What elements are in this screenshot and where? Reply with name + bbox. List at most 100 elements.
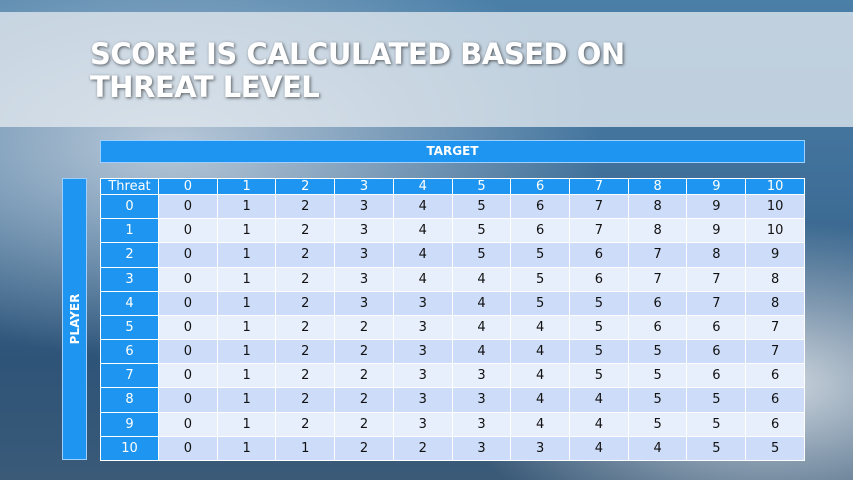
score-cell: 6 [745, 411, 805, 437]
score-cell: 2 [275, 387, 336, 413]
score-cell: 4 [569, 411, 629, 437]
score-cell: 3 [392, 363, 453, 389]
score-cell: 8 [745, 290, 805, 316]
score-cell: 0 [158, 314, 218, 341]
score-cell: 0 [158, 242, 218, 268]
score-cell: 5 [627, 339, 688, 365]
player-axis-bar: PLAYER [62, 178, 87, 460]
row-header: 9 [100, 411, 159, 437]
score-cell: 3 [510, 435, 571, 462]
score-cell: 2 [275, 266, 336, 292]
row-header: 4 [100, 290, 159, 316]
column-header: 0 [158, 178, 218, 195]
score-cell: 1 [216, 193, 277, 220]
score-cell: 8 [627, 218, 688, 244]
score-cell: 3 [392, 290, 453, 316]
corner-header: Threat [100, 178, 159, 195]
row-header: 3 [100, 266, 159, 292]
score-cell: 4 [392, 218, 453, 244]
score-cell: 5 [569, 339, 629, 365]
score-cell: 5 [686, 435, 747, 462]
score-cell: 6 [686, 339, 747, 365]
score-cell: 3 [451, 435, 512, 462]
score-cell: 5 [569, 314, 629, 341]
score-cell: 5 [569, 290, 629, 316]
score-cell: 9 [686, 193, 747, 220]
score-cell: 1 [216, 314, 277, 341]
score-cell: 5 [627, 387, 688, 413]
score-cell: 6 [510, 193, 571, 220]
column-header: 8 [627, 178, 688, 195]
score-cell: 0 [158, 435, 218, 462]
column-header: 7 [569, 178, 629, 195]
score-cell: 6 [745, 363, 805, 389]
score-cell: 1 [216, 242, 277, 268]
row-header: 6 [100, 339, 159, 365]
score-cell: 5 [510, 266, 571, 292]
table-row: 10 0 1 1 2 2 3 3 4 4 5 5 [100, 435, 805, 462]
score-cell: 4 [510, 363, 571, 389]
player-axis-label: PLAYER [67, 293, 82, 345]
target-axis-label: TARGET [100, 140, 805, 163]
score-cell: 5 [510, 242, 571, 268]
score-cell: 8 [627, 193, 688, 220]
score-cell: 9 [745, 242, 805, 268]
score-cell: 2 [275, 290, 336, 316]
score-cell: 3 [451, 387, 512, 413]
score-cell: 6 [686, 314, 747, 341]
score-cell: 4 [451, 266, 512, 292]
score-cell: 6 [686, 363, 747, 389]
score-cell: 10 [745, 193, 805, 220]
score-cell: 1 [216, 339, 277, 365]
score-cell: 2 [334, 387, 394, 413]
score-cell: 4 [451, 290, 512, 316]
score-cell: 2 [275, 242, 336, 268]
score-cell: 3 [451, 411, 512, 437]
score-cell: 4 [569, 435, 629, 462]
score-cell: 7 [569, 193, 629, 220]
score-cell: 0 [158, 218, 218, 244]
column-header: 4 [392, 178, 453, 195]
score-cell: 3 [334, 266, 394, 292]
row-header: 7 [100, 363, 159, 389]
column-header: 9 [686, 178, 747, 195]
score-cell: 3 [392, 314, 453, 341]
score-cell: 7 [745, 339, 805, 365]
score-cell: 7 [686, 266, 747, 292]
score-cell: 5 [569, 363, 629, 389]
score-cell: 4 [569, 387, 629, 413]
score-cell: 0 [158, 266, 218, 292]
score-cell: 7 [569, 218, 629, 244]
score-cell: 2 [275, 411, 336, 437]
row-header: 5 [100, 314, 159, 341]
score-cell: 4 [392, 266, 453, 292]
table-row: 0 0 1 2 3 4 5 6 7 8 9 10 [100, 193, 805, 220]
score-cell: 4 [451, 314, 512, 341]
slide-title: SCORE IS CALCULATED BASED ON THREAT LEVE… [90, 37, 625, 104]
score-cell: 2 [334, 363, 394, 389]
row-header: 1 [100, 218, 159, 244]
score-cell: 3 [392, 411, 453, 437]
score-cell: 0 [158, 339, 218, 365]
column-header: 10 [745, 178, 805, 195]
score-cell: 0 [158, 363, 218, 389]
header-row: Threat 0 1 2 3 4 5 6 7 8 9 10 [100, 178, 805, 195]
score-cell: 0 [158, 290, 218, 316]
score-cell: 10 [745, 218, 805, 244]
score-cell: 2 [334, 314, 394, 341]
score-cell: 1 [216, 363, 277, 389]
score-cell: 6 [745, 387, 805, 413]
score-cell: 4 [510, 314, 571, 341]
score-cell: 4 [392, 193, 453, 220]
score-cell: 1 [216, 411, 277, 437]
score-cell: 6 [510, 218, 571, 244]
score-cell: 5 [451, 193, 512, 220]
score-cell: 4 [451, 339, 512, 365]
